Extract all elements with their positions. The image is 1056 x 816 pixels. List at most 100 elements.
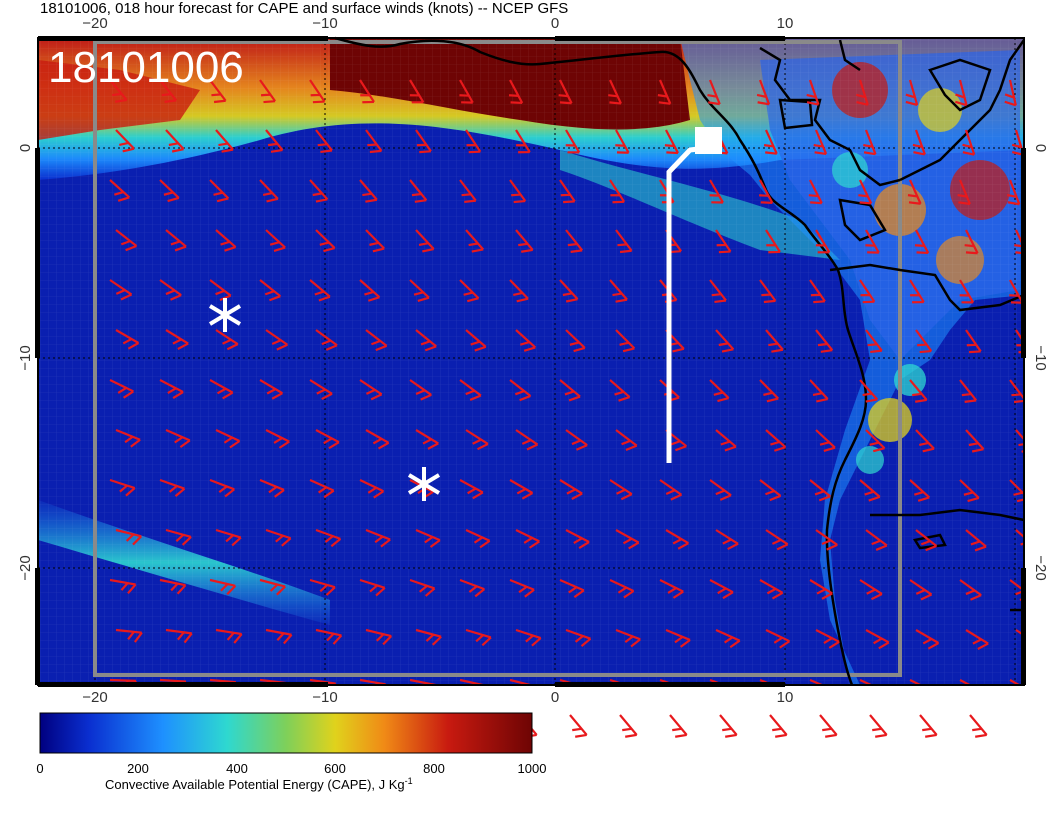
wind-barb: [409, 379, 432, 401]
wind-barb: [215, 129, 234, 153]
wind-barb: [759, 579, 784, 600]
wind-barb: [115, 129, 135, 153]
wind-barb: [359, 578, 386, 597]
wind-barb: [465, 229, 485, 253]
wind-barb: [315, 229, 336, 253]
wind-barb: [109, 179, 131, 202]
wind-barb: [365, 129, 383, 154]
wind-barb: [709, 479, 732, 501]
wind-barb: [365, 429, 390, 450]
wind-barb: [763, 129, 778, 155]
wind-barb: [915, 529, 938, 552]
wind-barb: [165, 129, 185, 153]
wind-barb: [964, 229, 979, 255]
wind-barb: [909, 479, 931, 502]
wind-barb: [265, 528, 292, 547]
wind-barb: [912, 129, 926, 156]
wind-barb: [309, 379, 333, 401]
wind-barb: [669, 714, 688, 738]
wind-barb: [215, 628, 243, 644]
wind-barb: [808, 179, 823, 205]
wind-barb: [315, 528, 342, 548]
bottom-lon-label-3: 0: [551, 689, 559, 706]
wind-barb: [815, 629, 840, 649]
wind-barb: [806, 79, 820, 106]
wind-barb: [859, 279, 876, 304]
bottom-lon-label-2: −10: [312, 689, 337, 706]
wind-barb: [359, 379, 383, 401]
wind-barb: [859, 579, 883, 601]
wind-barb: [409, 279, 430, 303]
wind-barb: [215, 329, 239, 351]
wind-barb: [309, 179, 329, 203]
coastline: [334, 36, 1026, 686]
wind-barb: [209, 578, 237, 596]
wind-barb: [558, 79, 573, 105]
wind-barb: [459, 79, 474, 104]
wind-barb: [315, 429, 340, 450]
wind-barb: [215, 528, 242, 547]
wind-barb: [715, 628, 741, 649]
bottom-lon-label-1: −20: [82, 689, 107, 706]
wind-barb: [858, 179, 873, 205]
wind-barb: [459, 279, 480, 303]
colorbar-label-superscript: -1: [405, 776, 413, 786]
wind-barb: [265, 129, 284, 153]
right-lat-label-3: −20: [1032, 555, 1049, 580]
wind-barb: [559, 479, 583, 500]
wind-barb: [869, 714, 888, 738]
wind-barb: [665, 628, 691, 648]
wind-barb: [865, 329, 883, 354]
colorbar-tick-600: 600: [324, 761, 346, 776]
wind-barb: [109, 379, 134, 399]
wind-barb: [909, 579, 933, 601]
wind-barb: [609, 579, 635, 599]
wind-barb: [609, 479, 633, 501]
wind-barb: [415, 628, 442, 646]
colorbar-label-text: Convective Available Potential Energy (C…: [105, 777, 405, 792]
wind-barb: [859, 379, 879, 403]
wind-barb: [259, 478, 285, 498]
wind-barb: [709, 279, 727, 304]
wind-barb: [415, 528, 441, 548]
wind-barb: [565, 529, 590, 550]
wind-barb: [915, 629, 940, 650]
wind-barb: [765, 429, 787, 452]
wind-barb: [1006, 179, 1021, 206]
wind-barb: [615, 229, 633, 254]
wind-barb: [209, 379, 234, 400]
wind-barb: [165, 528, 192, 546]
wind-barb: [559, 379, 581, 402]
wind-barb: [209, 279, 232, 302]
wind-barb: [615, 329, 636, 353]
wind-barb: [615, 529, 640, 550]
wind-barb: [809, 279, 826, 304]
wind-barb: [813, 129, 828, 156]
wind-barb: [664, 129, 679, 155]
storm-track: [666, 127, 722, 463]
wind-barb: [115, 329, 140, 350]
wind-barb: [165, 628, 193, 644]
left-lat-label-3: −20: [17, 555, 34, 580]
wind-barb: [959, 379, 978, 403]
wind-barb: [509, 379, 532, 402]
figure-title: 18101006, 018 hour forecast for CAPE and…: [40, 0, 568, 17]
wind-barb: [715, 429, 737, 452]
wind-barb: [909, 379, 928, 403]
wind-barb: [608, 79, 622, 105]
wind-barb: [909, 279, 925, 304]
wind-barb: [509, 279, 529, 303]
track-endpoint-marker: [695, 127, 722, 154]
wind-barb: [465, 329, 487, 352]
wind-barb: [515, 329, 537, 352]
wind-barb: [715, 529, 739, 551]
wind-barb: [165, 428, 191, 449]
top-lon-label-2: −10: [312, 15, 337, 32]
wind-barb: [1009, 279, 1024, 304]
wind-barb: [609, 179, 626, 204]
wind-barb: [815, 529, 838, 551]
wind-barb: [515, 229, 534, 253]
wind-barb: [465, 628, 492, 647]
wind-barb: [955, 79, 968, 107]
